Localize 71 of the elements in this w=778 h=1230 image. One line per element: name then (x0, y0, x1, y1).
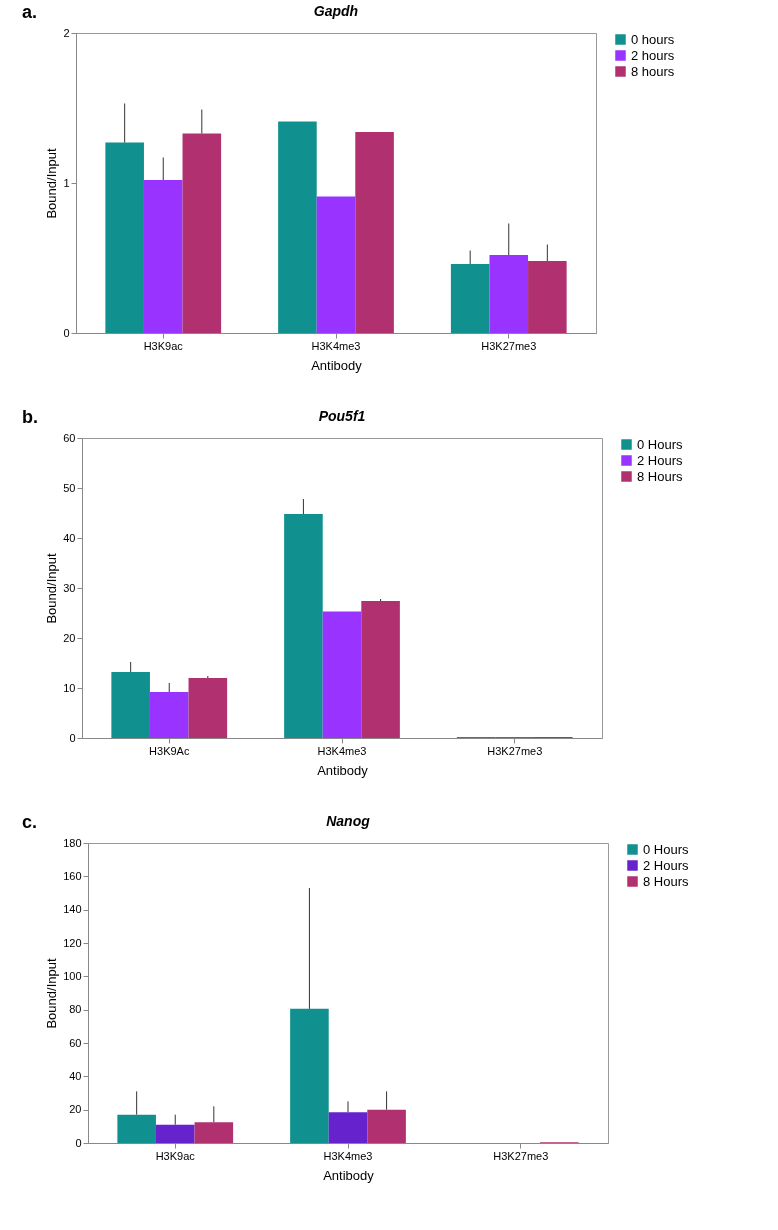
x-tick-label: H3K4me3 (317, 744, 367, 757)
x-tick-label: H3K9ac (155, 1149, 196, 1162)
legend-label: 0 Hours (643, 841, 690, 857)
bar (149, 692, 189, 738)
bar (182, 133, 222, 333)
y-tick-label: 50 (63, 481, 76, 494)
text: a. (22, 2, 38, 23)
y-tick-label: 100 (63, 969, 82, 982)
y-tick-label: 40 (69, 1069, 82, 1082)
x-axis-title: Antibody (323, 1167, 375, 1183)
legend-label: 2 Hours (643, 857, 690, 873)
x-tick-label: H3K4me3 (323, 1149, 373, 1162)
bar (117, 1114, 156, 1143)
y-tick-label: 60 (69, 1036, 82, 1049)
chart-title: Nanog (326, 813, 371, 829)
y-tick-label: 0 (75, 1136, 82, 1149)
x-axis-title: Antibody (311, 357, 363, 373)
y-tick-label: 10 (63, 681, 76, 694)
bar (450, 264, 490, 333)
legend-label: 0 Hours (637, 436, 684, 452)
bar (489, 255, 529, 333)
x-tick-label: H3K4me3 (311, 339, 361, 352)
chart-title: Gapdh (313, 3, 359, 19)
bar (155, 1124, 195, 1143)
legend-label: 8 hours (631, 63, 675, 79)
legend-label: 8 Hours (637, 468, 684, 484)
bar (284, 514, 323, 738)
y-tick-label: 60 (63, 431, 76, 444)
y-tick-label: 0 (63, 326, 70, 339)
x-tick-label: H3K27me3 (481, 339, 537, 352)
bar (367, 1109, 406, 1143)
x-tick-label: H3K9Ac (149, 744, 190, 757)
legend-label: 0 hours (631, 31, 675, 47)
x-axis-title: Antibody (317, 762, 369, 778)
y-tick-label: 160 (63, 869, 82, 882)
y-tick-label: 20 (63, 631, 76, 644)
y-tick-label: 40 (63, 531, 76, 544)
bar (355, 132, 394, 333)
y-tick-label: 180 (63, 836, 82, 849)
y-tick-label: 140 (63, 903, 82, 916)
y-tick-label: 20 (69, 1103, 82, 1116)
legend-label: 2 hours (631, 47, 675, 63)
x-tick-label: H3K27me3 (487, 744, 543, 757)
bar (361, 601, 400, 738)
y-axis-title: Bound/Input (44, 958, 60, 1029)
x-tick-label: H3K9ac (143, 339, 184, 352)
bar (188, 678, 228, 738)
legend-label: 8 Hours (643, 873, 690, 889)
bar (143, 180, 183, 333)
bar (328, 1112, 368, 1143)
y-axis-title: Bound/Input (44, 148, 60, 219)
y-tick-label: 1 (63, 176, 70, 189)
x-tick-label: H3K27me3 (493, 1149, 549, 1162)
bar (528, 261, 567, 333)
y-tick-label: 120 (63, 936, 82, 949)
text: b. (22, 407, 38, 428)
bar (316, 196, 356, 333)
bar (105, 142, 144, 333)
bar (322, 611, 362, 738)
legend-label: 2 Hours (637, 452, 684, 468)
y-tick-label: 30 (63, 581, 76, 594)
bar (194, 1122, 234, 1143)
bar (290, 1008, 329, 1143)
text: c. (22, 812, 38, 833)
y-axis-title: Bound/Input (44, 553, 60, 624)
y-tick-label: 80 (69, 1003, 82, 1016)
y-tick-label: 0 (69, 731, 76, 744)
y-tick-label: 2 (63, 26, 70, 39)
bar (278, 121, 317, 333)
bar (111, 672, 150, 738)
chart-title: Pou5f1 (318, 408, 366, 424)
